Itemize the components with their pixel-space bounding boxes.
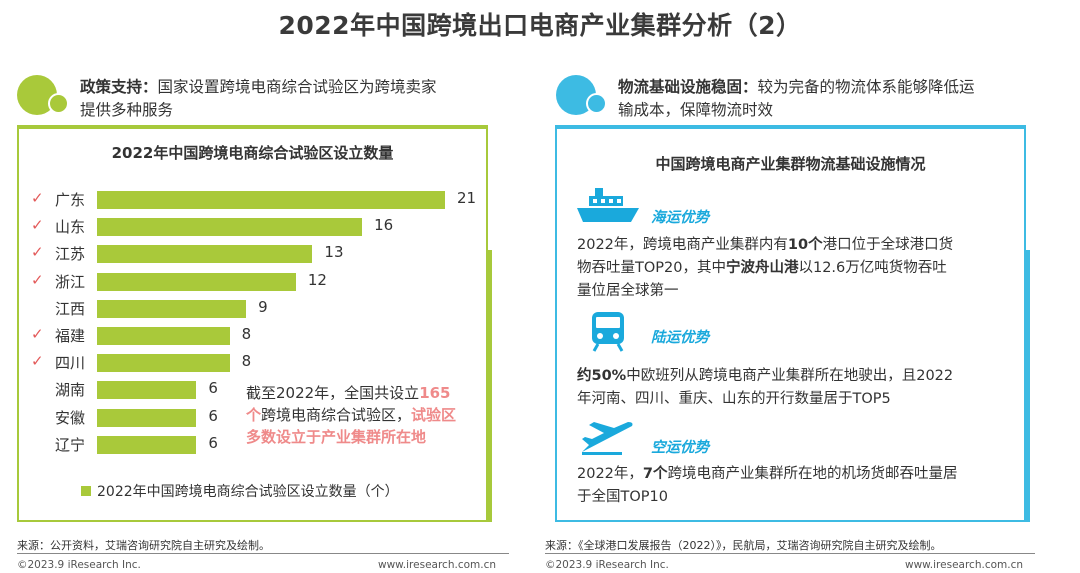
- value-label: 6: [208, 433, 218, 452]
- sea-text: 2022年，跨境电商产业集群内有10个港口位于全球港口货 物吞吐量TOP20，其…: [577, 237, 954, 299]
- check-mark-icon: ✓: [31, 270, 44, 289]
- category-label: 辽宁: [55, 435, 86, 454]
- category-label: 四川: [55, 354, 86, 373]
- land-title: 陆运优势: [651, 330, 709, 346]
- right-website: www.iresearch.com.cn: [905, 559, 1024, 571]
- left-panel: [17, 125, 488, 522]
- category-label: 福建: [55, 327, 86, 345]
- bar: [97, 299, 247, 318]
- page-title: 2022年中国跨境出口电商产业集群分析（2）: [278, 11, 802, 40]
- category-label: 山东: [55, 218, 86, 237]
- green-small-circle-icon: [48, 93, 69, 114]
- value-label: 8: [241, 352, 252, 371]
- bar: [97, 191, 445, 209]
- legend-swatch: [81, 486, 91, 496]
- bar: [97, 245, 313, 264]
- left-panel-accent: [487, 250, 492, 522]
- blue-small-circle-icon: [586, 93, 607, 114]
- check-mark-icon: ✓: [31, 189, 44, 207]
- air-text: 2022年，7个跨境电商产业集群所在地的机场货邮吞吐量居 于全国TOP10: [577, 466, 958, 505]
- right-header: 物流基础设施稳固：较为完备的物流体系能够降低运 输成本，保障物流时效: [618, 78, 975, 119]
- chart-title: 2022年中国跨境电商综合试验区设立数量: [111, 144, 394, 162]
- right-footer-divider: [545, 553, 1035, 554]
- right-copyright: ©2023.9 iResearch Inc.: [545, 559, 669, 571]
- right-panel: [555, 125, 1026, 522]
- legend-label: 2022年中国跨境电商综合试验区设立数量（个）: [97, 484, 399, 500]
- value-label: 6: [208, 379, 218, 398]
- category-label: 湖南: [55, 381, 86, 400]
- category-label: 广东: [55, 191, 86, 209]
- check-mark-icon: ✓: [31, 352, 44, 371]
- category-label: 江西: [55, 299, 86, 318]
- category-label: 江苏: [55, 245, 86, 264]
- check-mark-icon: ✓: [31, 243, 44, 262]
- bar: [97, 381, 197, 400]
- bar: [97, 354, 230, 373]
- bar: [97, 408, 197, 427]
- bar-chart: ✓ 广东 21 ✓ 山东 16 ✓ 江苏 13 ✓ 浙江 12 江西 9 ✓ 福建 8 ✓ 四川 8 湖南 6 安徽 6 辽宁 6: [0, 0, 476, 454]
- value-label: 8: [241, 325, 252, 343]
- check-mark-icon: ✓: [31, 216, 44, 235]
- left-header: 政策支持：国家设置跨境电商综合试验区为跨境卖家 提供多种服务: [80, 78, 437, 119]
- ship-icon: [577, 188, 639, 222]
- right-panel-title: 中国跨境电商产业集群物流基础设施情况: [655, 155, 926, 173]
- bar: [97, 327, 230, 345]
- sea-title: 海运优势: [651, 210, 709, 226]
- airplane-icon: [582, 422, 633, 455]
- value-label: 6: [208, 406, 218, 425]
- category-label: 安徽: [55, 408, 86, 427]
- left-copyright: ©2023.9 iResearch Inc.: [17, 559, 141, 571]
- bar: [97, 272, 296, 291]
- air-title: 空运优势: [651, 440, 709, 456]
- check-mark-icon: ✓: [31, 325, 44, 343]
- value-label: 16: [374, 216, 394, 235]
- left-source: 来源：公开资料，艾瑞咨询研究院自主研究及绘制。: [17, 539, 270, 552]
- land-text: 约50%中欧班列从跨境电商产业集群所在地驶出，且2022 年河南、四川、重庆、山…: [577, 368, 954, 407]
- value-label: 12: [307, 270, 327, 289]
- left-footer-divider: [17, 553, 509, 554]
- value-label: 13: [324, 243, 344, 262]
- right-panel-accent: [1025, 250, 1030, 522]
- right-source: 来源：《全球港口发展报告（2022）》，民航局，艾瑞咨询研究院自主研究及绘制。: [545, 539, 942, 552]
- bar: [97, 435, 197, 454]
- category-label: 浙江: [55, 272, 86, 291]
- train-icon: [592, 312, 624, 352]
- value-label: 9: [258, 297, 268, 316]
- value-label: 21: [457, 189, 477, 207]
- left-website: www.iresearch.com.cn: [378, 559, 497, 571]
- chart-annotation: 截至2022年，全国共设立165 个跨境电商综合试验区，试验区 多数设立于产业集…: [246, 384, 457, 446]
- bar: [97, 218, 363, 237]
